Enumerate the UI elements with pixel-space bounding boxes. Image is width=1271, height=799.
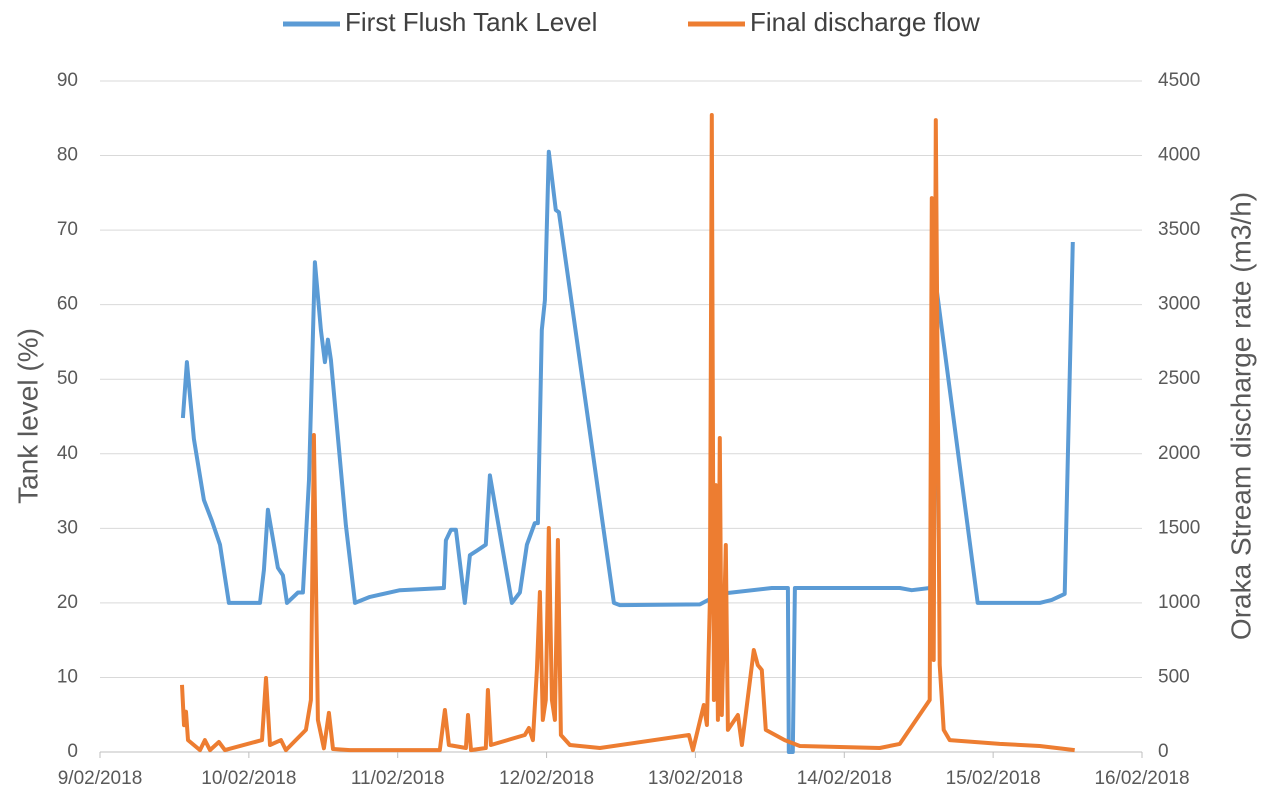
- y-tick-label: 40: [57, 443, 78, 464]
- y2-tick-label: 0: [1158, 741, 1169, 762]
- y-tick-label: 10: [57, 666, 78, 687]
- y2-tick-label: 3500: [1158, 219, 1200, 240]
- y2-tick-label: 1000: [1158, 592, 1200, 613]
- y2-axis-title: Oraka Stream discharge rate (m3/h): [1225, 192, 1256, 640]
- x-tick-label: 10/02/2018: [201, 768, 296, 789]
- x-tick-label: 9/02/2018: [58, 768, 143, 789]
- x-tick-label: 11/02/2018: [351, 768, 445, 789]
- y2-tick-label: 1500: [1158, 517, 1200, 538]
- x-tick-label: 16/02/2018: [1094, 768, 1189, 789]
- y-tick-label: 90: [57, 70, 78, 91]
- legend-label: Final discharge flow: [750, 7, 980, 37]
- y-tick-label: 30: [57, 517, 78, 538]
- y-tick-label: 80: [57, 145, 78, 166]
- y-tick-label: 0: [67, 741, 78, 762]
- x-tick-label: 12/02/2018: [499, 768, 594, 789]
- x-tick-label: 15/02/2018: [946, 768, 1041, 789]
- y2-tick-label: 2500: [1158, 368, 1200, 389]
- y-tick-label: 70: [57, 219, 78, 240]
- series-line: [180, 149, 1075, 754]
- y2-tick-label: 500: [1158, 666, 1190, 687]
- y2-tick-label: 2000: [1158, 443, 1200, 464]
- y2-tick-label: 3000: [1158, 294, 1200, 315]
- y-tick-label: 50: [57, 368, 78, 389]
- y2-tick-label: 4500: [1158, 70, 1200, 91]
- series-line: [180, 113, 1075, 753]
- y-axis-title: Tank level (%): [12, 328, 43, 504]
- y-tick-label: 20: [57, 592, 78, 613]
- y-tick-label: 60: [57, 294, 78, 315]
- legend-label: First Flush Tank Level: [345, 7, 597, 37]
- x-tick-label: 13/02/2018: [648, 768, 743, 789]
- x-tick-label: 14/02/2018: [797, 768, 892, 789]
- y2-tick-label: 4000: [1158, 145, 1200, 166]
